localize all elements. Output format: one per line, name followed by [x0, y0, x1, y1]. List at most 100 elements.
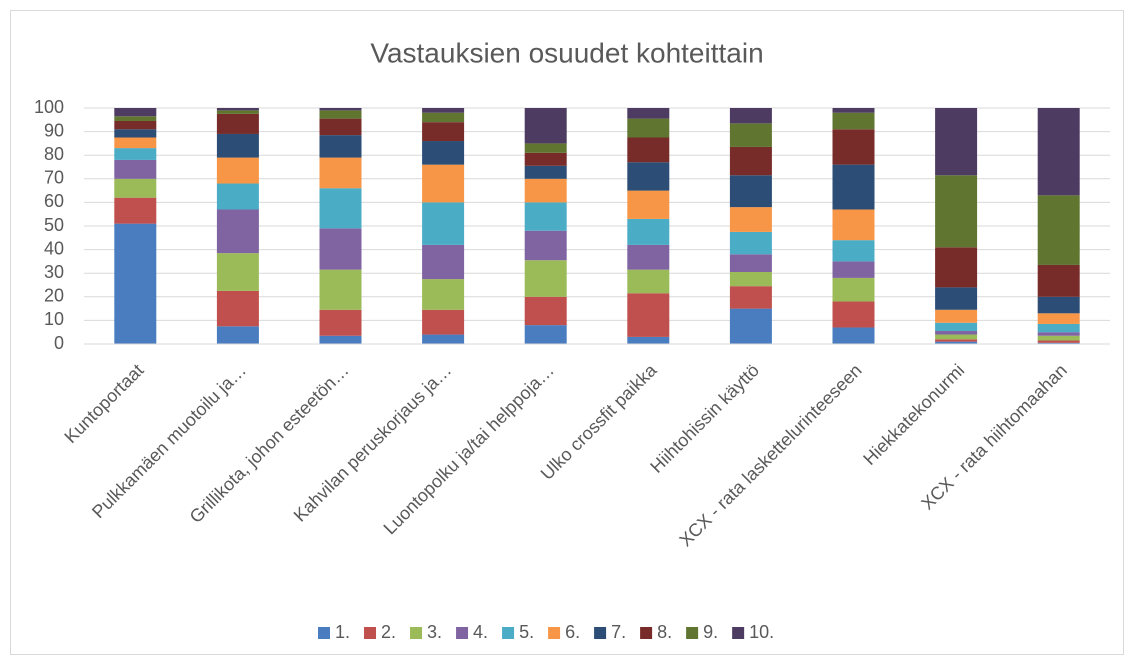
bar-segment: [216, 290, 259, 327]
bar-segment: [114, 159, 157, 179]
bar-segment: [114, 197, 157, 224]
bar-segment: [832, 129, 875, 165]
bar-segment: [935, 309, 978, 323]
bar-segment: [422, 112, 465, 123]
bar-segment: [114, 223, 157, 344]
bar-segment: [627, 269, 670, 294]
bar-segment: [216, 157, 259, 184]
bar-segment: [524, 165, 567, 179]
bar-segment: [319, 108, 362, 111]
bar-segment: [729, 254, 772, 273]
y-tick-label: 50: [44, 215, 64, 235]
bar-segment: [319, 228, 362, 270]
y-tick-label: 70: [44, 168, 64, 188]
bar-segment: [319, 188, 362, 229]
bar-segment: [1037, 296, 1080, 314]
legend-swatch: [548, 627, 561, 639]
bar-segment: [729, 272, 772, 287]
bar-segment: [524, 152, 567, 166]
bar-segment: [524, 143, 567, 153]
bar-segment: [627, 293, 670, 337]
legend-swatch: [594, 627, 607, 639]
bar-segment: [1037, 323, 1080, 333]
bar-segment: [729, 207, 772, 232]
bar-segment: [319, 309, 362, 336]
bar-segment: [216, 209, 259, 254]
bar-segment: [422, 202, 465, 245]
bar-segment: [1037, 195, 1080, 265]
bar-segment: [114, 120, 157, 130]
bar-segment: [935, 287, 978, 310]
bar-segment: [832, 327, 875, 344]
bar-segment: [832, 209, 875, 241]
bar-segment: [216, 110, 259, 114]
y-tick-label: 100: [34, 97, 64, 117]
bar-segment: [1037, 332, 1080, 336]
bar-segment: [1037, 335, 1080, 341]
bar-segment: [729, 146, 772, 176]
y-tick-label: 30: [44, 262, 64, 282]
bar-segment: [832, 261, 875, 278]
bar-segment: [216, 113, 259, 134]
bar-segment: [832, 108, 875, 113]
legend-swatch: [502, 627, 515, 639]
bar-segment: [935, 339, 978, 342]
bar-segment: [935, 341, 978, 344]
legend-swatch: [318, 627, 330, 639]
bar-segment: [114, 129, 157, 138]
bar-segment: [114, 116, 157, 121]
y-tick-label: 60: [44, 191, 64, 211]
bar-segment: [1037, 340, 1080, 343]
bar-segment: [114, 178, 157, 198]
bar-segment: [627, 118, 670, 138]
bar-segment: [935, 247, 978, 288]
y-tick-label: 0: [54, 333, 64, 353]
bar-segment: [422, 108, 465, 113]
bar-segment: [319, 157, 362, 189]
bar-segment: [832, 164, 875, 210]
bar-segment: [729, 286, 772, 309]
legend-label: 8.: [657, 622, 672, 642]
bar-segment: [1037, 264, 1080, 297]
bar-segment: [627, 190, 670, 219]
bar-segment: [114, 137, 157, 149]
bar-segment: [319, 335, 362, 344]
bar-segment: [114, 148, 157, 160]
bar-segment: [422, 309, 465, 335]
legend-swatch: [732, 627, 745, 639]
bar-segment: [216, 326, 259, 344]
bar-segment: [319, 118, 362, 136]
bar-segment: [319, 135, 362, 158]
y-tick-label: 90: [44, 120, 64, 140]
bar-segment: [832, 240, 875, 262]
bar-segment: [627, 218, 670, 245]
bar-segment: [832, 277, 875, 302]
bar-segment: [422, 244, 465, 280]
legend-label: 7.: [611, 622, 626, 642]
legend-label: 1.: [335, 622, 350, 642]
bar-segment: [627, 137, 670, 163]
bar-segment: [832, 301, 875, 328]
bar-segment: [524, 325, 567, 344]
bar-segment: [114, 108, 157, 117]
legend-label: 4.: [473, 622, 488, 642]
legend-swatch: [640, 627, 653, 639]
bar-segment: [524, 178, 567, 203]
bar-segment: [319, 110, 362, 119]
bar-segment: [422, 122, 465, 142]
bar-segment: [627, 336, 670, 344]
legend-label: 5.: [519, 622, 534, 642]
bar-segment: [935, 175, 978, 248]
legend-swatch: [410, 627, 423, 639]
bar-segment: [627, 108, 670, 119]
bar-segment: [422, 164, 465, 203]
legend-label: 6.: [565, 622, 580, 642]
bar-segment: [422, 279, 465, 310]
bar-segment: [422, 334, 465, 344]
y-tick-label: 40: [44, 238, 64, 258]
bar-segment: [1037, 342, 1080, 344]
legend-label: 9.: [703, 622, 718, 642]
bar-segment: [524, 260, 567, 297]
bar-segment: [627, 244, 670, 270]
